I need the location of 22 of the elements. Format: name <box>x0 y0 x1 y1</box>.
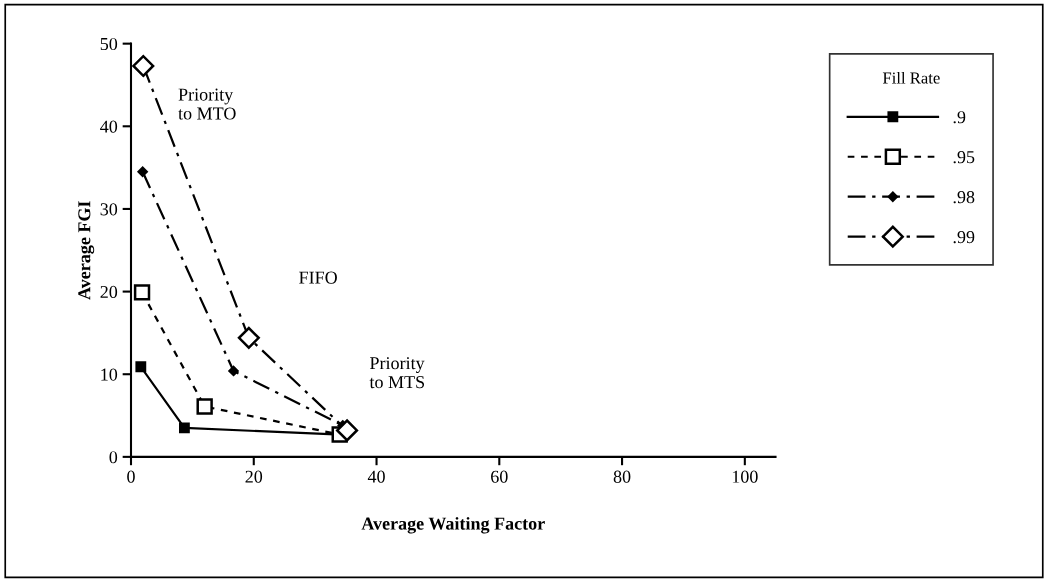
legend-title: Fill Rate <box>882 71 940 84</box>
y-tick-label: 20 <box>100 285 118 299</box>
legend-label: .95 <box>953 151 975 164</box>
x-axis-title: Average Waiting Factor <box>361 516 545 534</box>
legend-label: .99 <box>953 231 975 244</box>
y-tick-label: 0 <box>109 451 118 464</box>
legend-label: .98 <box>953 191 975 204</box>
annotation: Priority to MTS <box>369 357 425 389</box>
legend-label: .9 <box>953 111 966 124</box>
y-axis-title: Average FGI <box>78 201 95 300</box>
y-tick-label: 10 <box>101 368 118 381</box>
x-tick-label: 0 <box>127 470 135 483</box>
x-tick-label: 60 <box>491 470 508 483</box>
x-tick-label: 80 <box>613 470 631 483</box>
x-tick-label: 100 <box>732 470 758 483</box>
annotation: Priority to MTO <box>178 88 236 120</box>
y-tick-label: 40 <box>100 120 118 133</box>
y-tick-label: 50 <box>100 37 118 51</box>
y-tick-label: 30 <box>100 203 118 216</box>
x-tick-label: 40 <box>367 470 385 483</box>
x-tick-label: 20 <box>245 470 263 483</box>
annotation: FIFO <box>299 271 337 284</box>
